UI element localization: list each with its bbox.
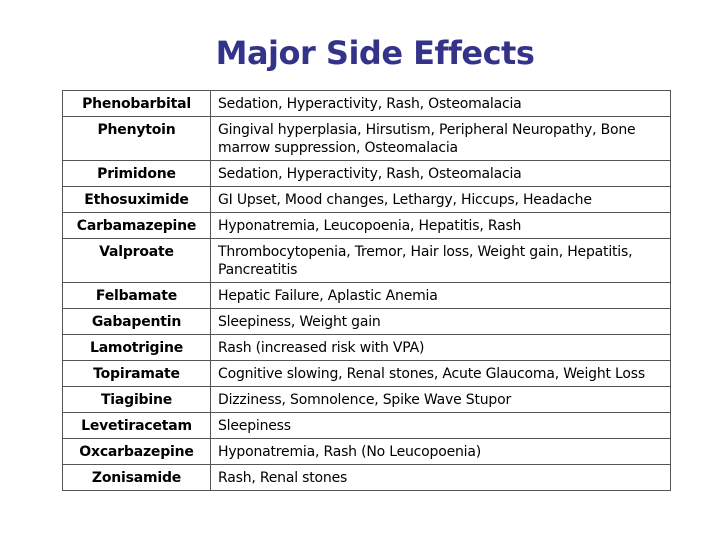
side-effects-cell: Sedation, Hyperactivity, Rash, Osteomala…: [210, 90, 671, 117]
table-row: Primidone Sedation, Hyperactivity, Rash,…: [62, 160, 671, 187]
side-effects-cell: Hyponatremia, Rash (No Leucopoenia): [210, 438, 671, 465]
side-effects-cell: Hepatic Failure, Aplastic Anemia: [210, 282, 671, 309]
table-row: Phenobarbital Sedation, Hyperactivity, R…: [62, 90, 671, 117]
table-row: Gabapentin Sleepiness, Weight gain: [62, 308, 671, 335]
side-effects-cell: Sleepiness, Weight gain: [210, 308, 671, 335]
table-row: Valproate Thrombocytopenia, Tremor, Hair…: [62, 238, 671, 283]
drug-name-cell: Levetiracetam: [62, 412, 211, 439]
side-effects-cell: GI Upset, Mood changes, Lethargy, Hiccup…: [210, 186, 671, 213]
drug-name-cell: Topiramate: [62, 360, 211, 387]
table-row: Zonisamide Rash, Renal stones: [62, 464, 671, 491]
table-row: Tiagibine Dizziness, Somnolence, Spike W…: [62, 386, 671, 413]
table-row: Topiramate Cognitive slowing, Renal ston…: [62, 360, 671, 387]
side-effects-cell: Cognitive slowing, Renal stones, Acute G…: [210, 360, 671, 387]
side-effects-cell: Thrombocytopenia, Tremor, Hair loss, Wei…: [210, 238, 671, 283]
page-title: Major Side Effects: [215, 34, 535, 72]
table-row: Levetiracetam Sleepiness: [62, 412, 671, 439]
table-body: Phenobarbital Sedation, Hyperactivity, R…: [62, 90, 671, 491]
side-effects-table: Phenobarbital Sedation, Hyperactivity, R…: [62, 90, 671, 491]
drug-name-cell: Ethosuximide: [62, 186, 211, 213]
table-row: Carbamazepine Hyponatremia, Leucopoenia,…: [62, 212, 671, 239]
drug-name-cell: Phenytoin: [62, 116, 211, 161]
table-row: Felbamate Hepatic Failure, Aplastic Anem…: [62, 282, 671, 309]
side-effects-cell: Rash, Renal stones: [210, 464, 671, 491]
drug-name-cell: Gabapentin: [62, 308, 211, 335]
side-effects-cell: Sleepiness: [210, 412, 671, 439]
table-row: Ethosuximide GI Upset, Mood changes, Let…: [62, 186, 671, 213]
drug-name-cell: Tiagibine: [62, 386, 211, 413]
side-effects-cell: Rash (increased risk with VPA): [210, 334, 671, 361]
side-effects-cell: Sedation, Hyperactivity, Rash, Osteomala…: [210, 160, 671, 187]
drug-name-cell: Carbamazepine: [62, 212, 211, 239]
drug-name-cell: Phenobarbital: [62, 90, 211, 117]
drug-name-cell: Zonisamide: [62, 464, 211, 491]
side-effects-cell: Hyponatremia, Leucopoenia, Hepatitis, Ra…: [210, 212, 671, 239]
drug-name-cell: Felbamate: [62, 282, 211, 309]
side-effects-cell: Dizziness, Somnolence, Spike Wave Stupor: [210, 386, 671, 413]
drug-name-cell: Primidone: [62, 160, 211, 187]
table-row: Phenytoin Gingival hyperplasia, Hirsutis…: [62, 116, 671, 161]
side-effects-cell: Gingival hyperplasia, Hirsutism, Periphe…: [210, 116, 671, 161]
drug-name-cell: Valproate: [62, 238, 211, 283]
drug-name-cell: Lamotrigine: [62, 334, 211, 361]
drug-name-cell: Oxcarbazepine: [62, 438, 211, 465]
table-row: Lamotrigine Rash (increased risk with VP…: [62, 334, 671, 361]
table-row: Oxcarbazepine Hyponatremia, Rash (No Leu…: [62, 438, 671, 465]
